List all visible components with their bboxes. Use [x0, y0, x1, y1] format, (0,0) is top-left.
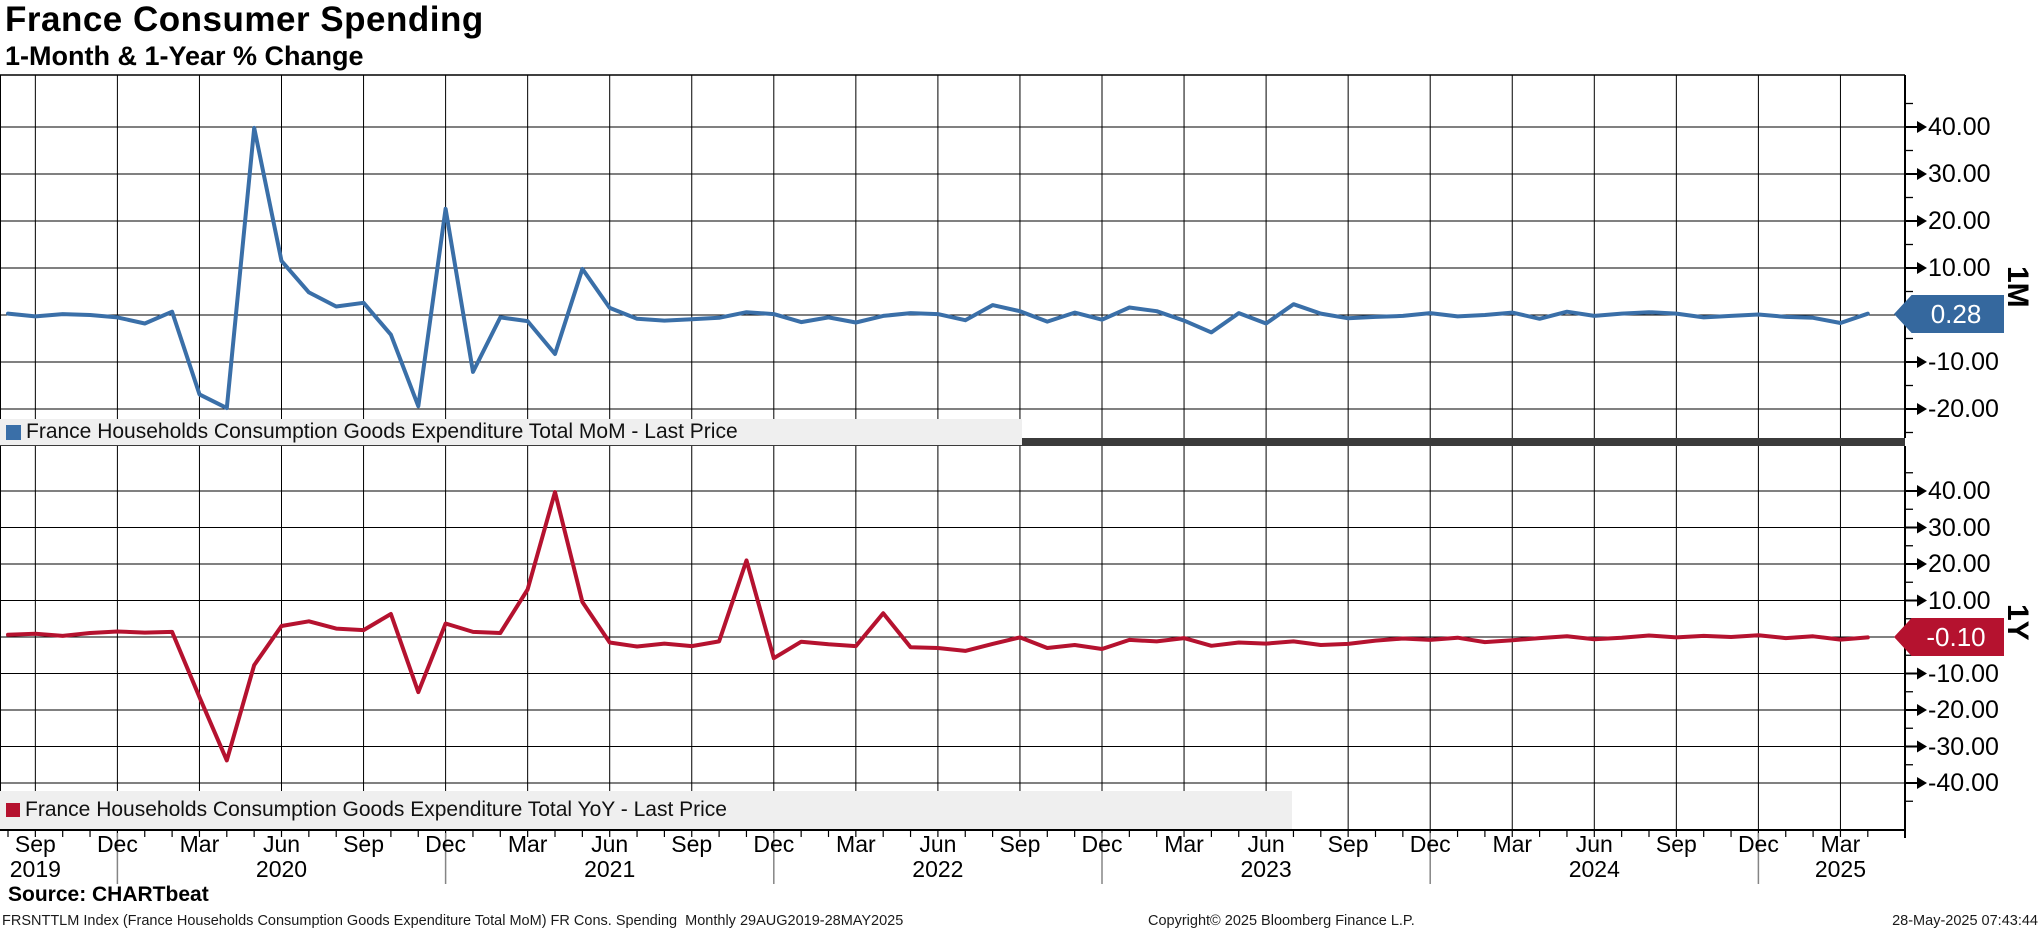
- x-axis-month-label: Sep: [999, 831, 1041, 857]
- x-axis-month-label: Jun: [1575, 831, 1613, 857]
- x-axis-month-label: Sep: [14, 831, 56, 857]
- y-axis-label: 10.00: [1928, 254, 1991, 282]
- yoy-series-line: [6, 490, 1870, 763]
- y-axis-label: -20.00: [1928, 395, 1999, 423]
- legend-mom[interactable]: France Households Consumption Goods Expe…: [0, 419, 1022, 445]
- footer-source: Source: CHARTbeat: [8, 883, 209, 906]
- x-axis-month-label: Jun: [262, 831, 301, 857]
- x-axis-month-label: Dec: [1409, 831, 1451, 857]
- legend-swatch-mom-icon: [6, 424, 21, 440]
- last-price-badge-1y: -0.10: [1894, 618, 2004, 656]
- y-axis-tick-arrow-icon: [1917, 704, 1927, 716]
- chart-title: France Consumer Spending: [5, 0, 484, 39]
- x-axis-year-label: 2024: [1568, 856, 1620, 882]
- x-axis-month-label: Jun: [591, 831, 629, 857]
- x-axis-month-label: Mar: [1820, 831, 1861, 857]
- y-axis-tick-arrow-icon: [1917, 521, 1927, 534]
- x-axis-month-label: Mar: [1492, 831, 1533, 857]
- y-axis-label: 20.00: [1928, 550, 1991, 578]
- axis-title-1m: 1M: [2001, 266, 2034, 308]
- x-axis-month-label: Dec: [425, 831, 467, 857]
- x-axis-year-label: 2019: [9, 856, 61, 882]
- mom-series-line: [6, 125, 1870, 411]
- y-axis-tick-arrow-icon: [1917, 667, 1927, 680]
- x-axis-year-label: 2021: [584, 856, 636, 882]
- footer-timestamp: 28-May-2025 07:43:44: [1892, 913, 2038, 929]
- x-axis-month-label: Sep: [1655, 831, 1697, 857]
- x-axis-month-label: Jun: [919, 831, 957, 857]
- y-axis-tick-arrow-icon: [1917, 356, 1927, 368]
- x-axis-month-label: Jun: [1247, 831, 1285, 857]
- x-axis-month-label: Dec: [1081, 831, 1123, 857]
- y-axis-label: 40.00: [1928, 113, 1991, 141]
- x-axis-month-label: Dec: [1737, 831, 1779, 857]
- y-axis-tick-arrow-icon: [1917, 740, 1927, 753]
- y-axis-label: 10.00: [1928, 586, 1991, 615]
- x-axis-year-label: 2025: [1814, 856, 1867, 882]
- legend-yoy[interactable]: France Households Consumption Goods Expe…: [0, 791, 1292, 829]
- y-axis-tick-arrow-icon: [1917, 121, 1927, 133]
- y-axis-label: 30.00: [1928, 160, 1991, 188]
- axis-title-1y: 1Y: [2001, 604, 2034, 641]
- y-axis-tick-arrow-icon: [1917, 215, 1927, 227]
- x-axis-month-label: Dec: [753, 831, 795, 857]
- y-axis-tick-arrow-icon: [1917, 168, 1927, 180]
- y-axis-label: 20.00: [1928, 207, 1991, 235]
- y-axis-label: -40.00: [1928, 769, 1999, 797]
- x-axis-year-label: 2023: [1240, 856, 1292, 882]
- x-axis-month-label: Sep: [1327, 831, 1369, 857]
- x-axis-month-label: Sep: [343, 831, 385, 857]
- y-axis-label: -20.00: [1928, 696, 1999, 724]
- y-axis-tick-arrow-icon: [1917, 777, 1927, 789]
- y-axis-label: -10.00: [1928, 659, 1999, 688]
- legend-swatch-yoy-icon: [6, 803, 20, 817]
- y-axis-label: 40.00: [1928, 477, 1991, 505]
- y-axis-tick-arrow-icon: [1917, 594, 1927, 607]
- x-axis-year-label: 2022: [912, 856, 964, 882]
- x-axis-month-label: Dec: [96, 831, 138, 857]
- y-axis-tick-arrow-icon: [1917, 403, 1927, 415]
- chart-subtitle: 1-Month & 1-Year % Change: [5, 41, 364, 71]
- y-axis-label: -30.00: [1928, 732, 1999, 761]
- x-axis-year-label: 2020: [255, 856, 308, 882]
- y-axis-label: 30.00: [1928, 513, 1991, 542]
- x-axis-month-label: Sep: [671, 831, 713, 857]
- y-axis-tick-arrow-icon: [1917, 485, 1927, 497]
- footer-copyright: Copyright© 2025 Bloomberg Finance L.P.: [1148, 913, 1415, 929]
- y-axis-label: -10.00: [1928, 348, 1999, 376]
- y-axis-tick-arrow-icon: [1917, 558, 1927, 570]
- y-axis-tick-arrow-icon: [1917, 262, 1927, 274]
- last-price-badge-1m: 0.28: [1894, 295, 2004, 333]
- legend-label-yoy: France Households Consumption Goods Expe…: [25, 798, 727, 821]
- x-axis-month-label: Mar: [507, 831, 548, 857]
- legend-label-mom: France Households Consumption Goods Expe…: [26, 420, 738, 443]
- x-axis-month-label: Mar: [179, 831, 220, 857]
- x-axis-month-label: Mar: [1164, 831, 1204, 857]
- footer-ticker-line: FRSNTTLM Index (France Households Consum…: [2, 913, 904, 929]
- x-axis-month-label: Mar: [836, 831, 876, 857]
